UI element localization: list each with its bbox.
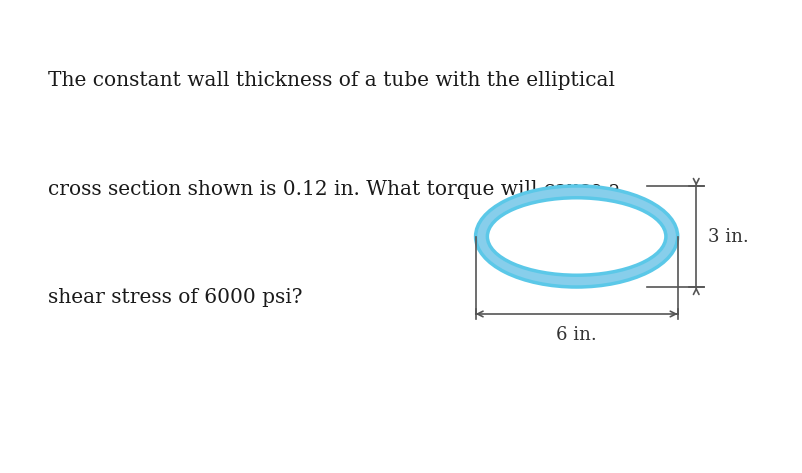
Text: 3 in.: 3 in. <box>708 228 749 245</box>
Ellipse shape <box>476 186 678 287</box>
Text: The constant wall thickness of a tube with the elliptical: The constant wall thickness of a tube wi… <box>48 71 615 90</box>
Text: cross section shown is 0.12 in. What torque will cause a: cross section shown is 0.12 in. What tor… <box>48 180 621 199</box>
Text: 6 in.: 6 in. <box>557 326 597 344</box>
Text: shear stress of 6000 psi?: shear stress of 6000 psi? <box>48 289 302 307</box>
Ellipse shape <box>488 198 666 275</box>
